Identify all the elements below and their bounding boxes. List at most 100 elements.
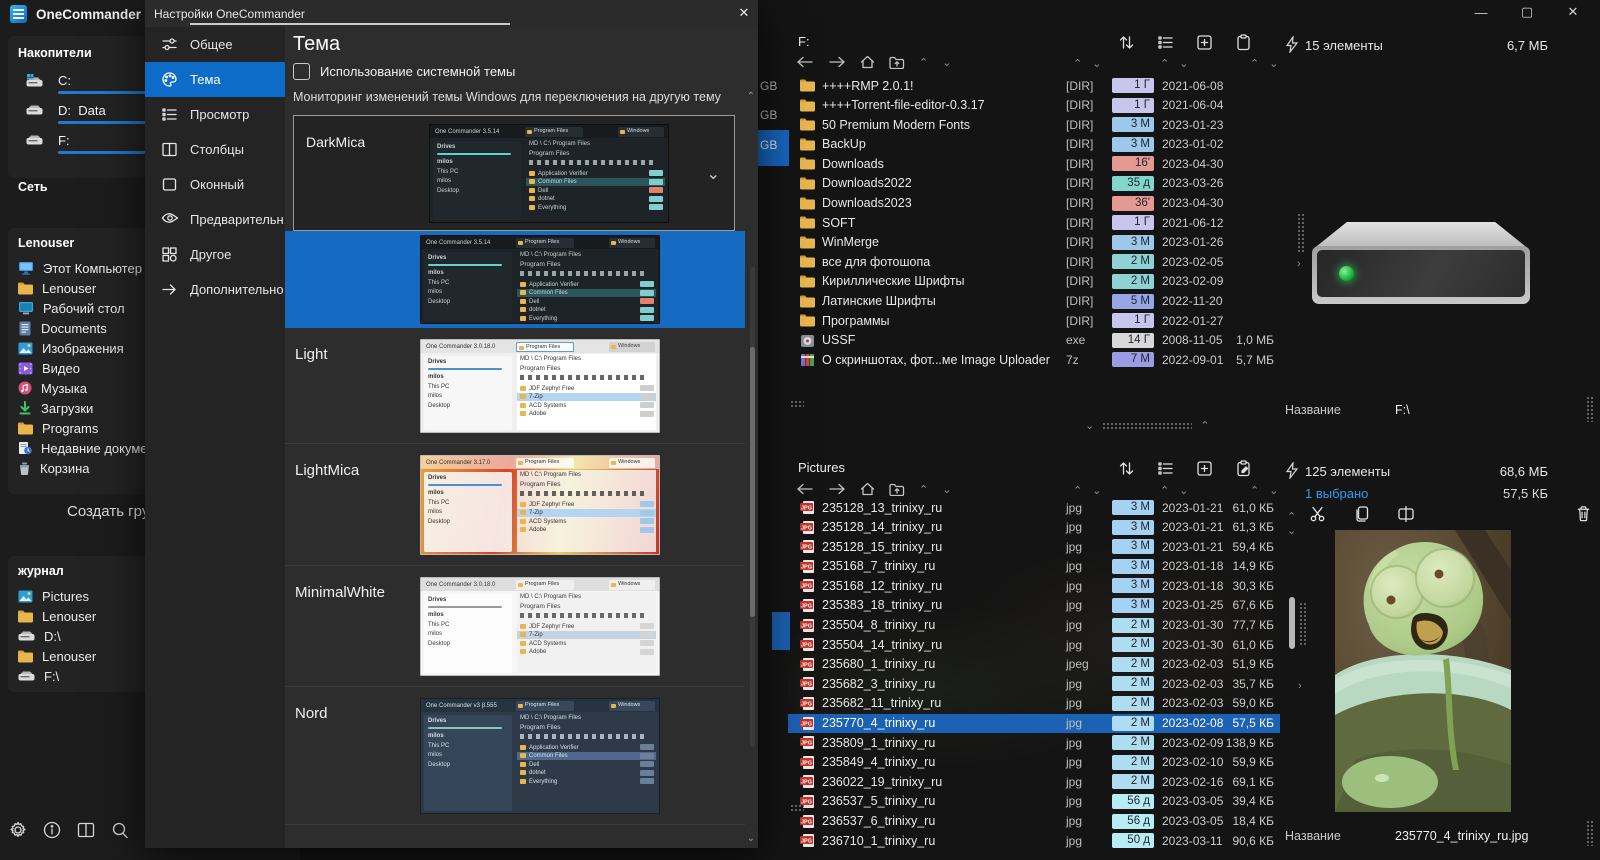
journal-item-folder[interactable]: Lenouser — [8, 606, 284, 626]
table-row[interactable]: JPG 235128_15_trinixy_ru jpg 3 М 2023-01-21 5… — [788, 537, 1280, 557]
sort-asc-chevron[interactable]: ⌃ — [919, 56, 929, 69]
table-row[interactable]: все для фотошопа [DIR] 2 М 2023-02-05 — [788, 252, 1280, 272]
journal-item-drive[interactable]: F:\ — [8, 666, 284, 686]
settings-nav-sliders[interactable]: Общее — [145, 27, 285, 62]
sort-size-chevrons[interactable]: ⌃ ⌄ — [1250, 485, 1279, 497]
sort-desc-chevron[interactable]: ⌄ — [942, 56, 952, 69]
table-row[interactable]: Downloads [DIR] 16' 2023-04-30 — [788, 154, 1280, 174]
forward-icon[interactable] — [828, 483, 846, 495]
table-row[interactable]: JPG 235168_7_trinixy_ru jpg 3 М 2023-01-18 14… — [788, 557, 1280, 577]
settings-gear-button[interactable] — [8, 820, 28, 840]
folder-up-icon[interactable] — [889, 56, 905, 69]
theme-option-light[interactable]: Light One Commander 3.0.18.0 Program Files… — [285, 328, 745, 444]
table-row[interactable]: JPG 235504_8_trinixy_ru jpg 2 М 2023-01-30 77… — [788, 616, 1280, 636]
create-group-button[interactable]: Создать груп — [67, 503, 158, 520]
table-row[interactable]: JPG 235504_14_trinixy_ru jpg 2 М 2023-01-30 6… — [788, 635, 1280, 655]
sort-icon[interactable] — [1118, 34, 1135, 51]
back-icon[interactable] — [796, 56, 814, 68]
table-row[interactable]: JPG 235383_18_trinixy_ru jpg 3 М 2023-01-25 6… — [788, 596, 1280, 616]
trash-icon[interactable] — [1575, 505, 1592, 522]
scroll-down-chevron[interactable]: ⌄ — [746, 833, 755, 844]
table-row[interactable]: JPG 235809_1_trinixy_ru jpg 2 М 2023-02-09 13… — [788, 733, 1280, 753]
table-row[interactable]: USSF exe 14 Г 2008-11-05 1,0 МБ — [788, 331, 1280, 351]
settings-nav-columns[interactable]: Столбцы — [145, 132, 285, 167]
chevron-down-icon[interactable]: ⌄ — [706, 166, 720, 183]
sidebar-item-folder[interactable]: Programs — [8, 418, 284, 438]
sort-ext-chevrons[interactable]: ⌃ ⌄ — [1073, 58, 1102, 70]
journal-item-drive[interactable]: D:\ — [8, 626, 284, 646]
pane-handle-dots[interactable] — [1297, 213, 1305, 253]
info-button[interactable] — [42, 820, 62, 840]
top-panel-path[interactable]: F: — [798, 34, 810, 49]
settings-nav-window[interactable]: Оконный — [145, 167, 285, 202]
table-row[interactable]: JPG 235128_13_trinixy_ru jpg 3 М 2023-01-21 6… — [788, 498, 1280, 518]
settings-nav-view-list[interactable]: Просмотр — [145, 97, 285, 132]
table-row[interactable]: JPG 236022_19_trinixy_ru jpg 2 М 2023-02-16 6… — [788, 772, 1280, 792]
sidebar-item-documents[interactable]: Documents — [8, 318, 284, 338]
settings-nav-palette[interactable]: Тема — [145, 62, 285, 97]
sort-desc-chevron[interactable]: ⌄ — [942, 483, 952, 496]
sidebar-item-desktop[interactable]: Рабочий стол — [8, 298, 284, 318]
theme-option-minimalwhite[interactable]: MinimalWhite One Commander 3.0.18.0 Progra… — [285, 566, 745, 687]
sidebar-item-pictures[interactable]: Изображения — [8, 338, 284, 358]
table-row[interactable]: BackUp [DIR] 3 М 2023-01-02 — [788, 135, 1280, 155]
table-row[interactable]: JPG 235682_3_trinixy_ru jpg 2 М 2023-02-03 35… — [788, 674, 1280, 694]
dialog-titlebar[interactable]: Настройки OneCommander ✕ — [145, 0, 758, 27]
table-row[interactable]: О скриншотах, фот...ме Image Uploader 7z 7… — [788, 350, 1280, 370]
table-row[interactable]: JPG 236710_1_trinixy_ru jpg 50 д 2023-03-11 9… — [788, 831, 1280, 851]
table-row[interactable]: JPG 235128_14_trinixy_ru jpg 3 М 2023-01-21 6… — [788, 518, 1280, 538]
table-row[interactable]: JPG 235849_4_trinixy_ru jpg 2 М 2023-02-10 59… — [788, 753, 1280, 773]
sort-size-chevrons[interactable]: ⌃ ⌄ — [1250, 58, 1279, 70]
minimize-button[interactable]: — — [1474, 4, 1488, 20]
table-row[interactable]: Латинские Шрифты [DIR] 5 М 2022-11-20 — [788, 292, 1280, 312]
settings-nav-grid[interactable]: Другое — [145, 237, 285, 272]
table-row[interactable]: Downloads2023 [DIR] 36' 2023-04-30 — [788, 194, 1280, 214]
sort-date-chevrons[interactable]: ⌃ ⌄ — [1160, 58, 1189, 70]
add-pane-icon[interactable] — [1196, 34, 1213, 51]
table-row[interactable]: JPG 235770_4_trinixy_ru jpg 2 М 2023-02-08 57… — [788, 713, 1280, 734]
scroll-dots[interactable] — [1586, 820, 1594, 846]
sidebar-item-downloads[interactable]: Загрузки — [8, 398, 284, 418]
drag-handle-dots[interactable] — [790, 804, 804, 812]
quick-filter-icon[interactable] — [1285, 36, 1299, 53]
table-row[interactable]: JPG 235680_1_trinixy_ru jpeg 2 М 2023-02-03 5… — [788, 655, 1280, 675]
sort-date-chevrons[interactable]: ⌃ ⌄ — [1160, 485, 1189, 497]
sidebar-item-recycle[interactable]: Корзина — [8, 458, 284, 478]
theme-option-lightmica[interactable]: LightMica One Commander 3.17.0 Program Fil… — [285, 444, 745, 566]
sidebar-item-video[interactable]: Видео — [8, 358, 284, 378]
sort-icon[interactable] — [1118, 460, 1135, 477]
settings-nav-arrow-right[interactable]: Дополнительно — [145, 272, 285, 307]
sidebar-item-computer[interactable]: Этот Компьютер — [8, 258, 284, 278]
home-icon[interactable] — [860, 55, 875, 69]
table-row[interactable]: Кириллические Шрифты [DIR] 2 М 2023-02-09 — [788, 272, 1280, 292]
scroll-up-chevron[interactable]: ⌃ — [746, 91, 755, 102]
list-scrollbar-thumb[interactable] — [1289, 597, 1295, 649]
system-theme-checkbox[interactable] — [293, 63, 310, 80]
pane-expand-chevron[interactable]: › — [1298, 680, 1302, 692]
table-row[interactable]: ++++Torrent-file-editor-0.3.17 [DIR] 1 Г 20… — [788, 96, 1280, 116]
close-button[interactable]: ✕ — [1567, 4, 1579, 19]
scroll-up-chevron[interactable]: ⌃ — [1287, 511, 1297, 523]
pane-handle-dots[interactable] — [1299, 602, 1307, 647]
sort-asc-chevron[interactable]: ⌃ — [919, 483, 929, 496]
scroll-down-chevron[interactable]: ⌄ — [1287, 525, 1297, 537]
table-row[interactable]: ++++RMP 2.0.1! [DIR] 1 Г 2021-06-08 — [788, 76, 1280, 96]
sidebar-item-music[interactable]: Музыка — [8, 378, 284, 398]
dual-pane-button[interactable] — [76, 820, 96, 840]
view-list-icon[interactable] — [1157, 34, 1174, 51]
copy-icon[interactable] — [1353, 505, 1371, 523]
clipboard-icon[interactable] — [1235, 34, 1252, 51]
cut-icon[interactable] — [1309, 505, 1327, 523]
trash-icon[interactable] — [1575, 505, 1592, 522]
table-row[interactable]: Downloads2022 [DIR] 35 д 2023-03-26 — [788, 174, 1280, 194]
view-list-icon[interactable] — [1157, 460, 1174, 477]
search-button[interactable] — [110, 820, 130, 840]
clipboard-edit-icon[interactable] — [1235, 460, 1252, 477]
quick-filter-icon[interactable] — [1285, 462, 1299, 479]
table-row[interactable]: SOFT [DIR] 1 Г 2021-06-12 — [788, 213, 1280, 233]
home-icon[interactable] — [860, 482, 875, 496]
panel-splitter[interactable]: ⌄ ⌃ — [1085, 420, 1210, 432]
journal-item-folder[interactable]: Lenouser — [8, 646, 284, 666]
scroll-dots[interactable] — [1586, 396, 1594, 422]
